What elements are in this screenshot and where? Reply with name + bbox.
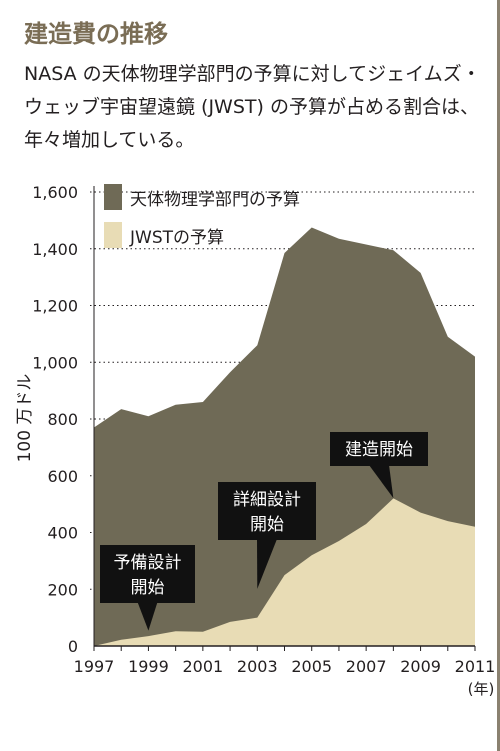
x-tick-label: 2011 <box>455 657 496 676</box>
annotation-label: 建造開始 <box>345 440 413 460</box>
legend-label-jwst: JWSTの予算 <box>129 228 224 248</box>
annotation-pointer <box>137 602 158 631</box>
y-tick-label: 0 <box>68 637 78 656</box>
x-axis-label: (年) <box>468 680 495 698</box>
annotation-box <box>218 482 316 540</box>
y-tick-label: 1,600 <box>32 183 78 202</box>
legend-label-astrophysics: 天体物理学部門の予算 <box>130 190 300 210</box>
annotation-label: 開始 <box>131 578 165 598</box>
annotation-label: 予備設計 <box>114 553 182 573</box>
chart-subtitle: NASA の天体物理学部門の予算に対してジェイムズ・ウェッブ宇宙望遠鏡 (JWS… <box>24 63 481 151</box>
y-axis-label: 100 万ドル <box>15 374 35 463</box>
series-area-jwst-budget <box>94 498 475 646</box>
y-tick-label: 400 <box>47 524 78 543</box>
x-tick-label: 2003 <box>237 657 278 676</box>
chart-title: 建造費の推移 <box>24 20 168 48</box>
frame-border <box>497 0 500 751</box>
annotation-box <box>100 545 195 603</box>
annotation-pointer <box>369 465 394 499</box>
annotation-label: 開始 <box>250 515 284 535</box>
y-tick-label: 1,000 <box>32 353 78 372</box>
x-tick-label: 2007 <box>346 657 387 676</box>
y-tick-label: 1,200 <box>32 297 78 316</box>
legend-swatch-astrophysics <box>104 184 122 210</box>
y-tick-label: 600 <box>47 467 78 486</box>
legend-swatch-jwst <box>104 222 122 248</box>
annotation-pointer <box>257 539 277 589</box>
annotation-label: 詳細設計 <box>233 490 301 510</box>
y-tick-label: 200 <box>47 580 78 599</box>
x-tick-label: 1999 <box>128 657 169 676</box>
x-tick-label: 2009 <box>400 657 441 676</box>
x-tick-label: 2001 <box>182 657 223 676</box>
y-tick-label: 800 <box>47 410 78 429</box>
x-tick-label: 1997 <box>74 657 115 676</box>
x-tick-label: 2005 <box>291 657 332 676</box>
y-tick-label: 1,400 <box>32 240 78 259</box>
annotation-box <box>330 432 428 466</box>
